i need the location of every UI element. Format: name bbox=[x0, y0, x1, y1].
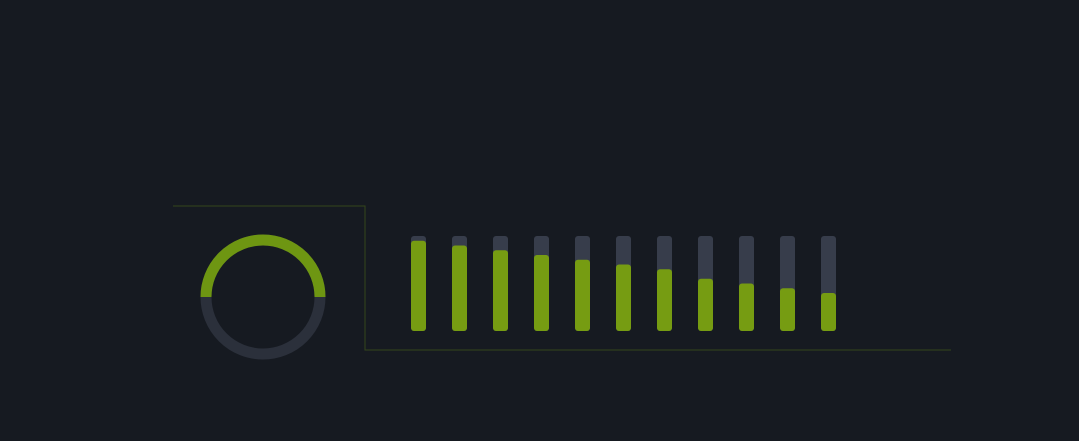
bar bbox=[657, 269, 672, 331]
bar bbox=[411, 240, 426, 331]
bar bbox=[534, 255, 549, 331]
gauge-arc bbox=[200, 234, 326, 298]
frame-line bbox=[173, 205, 951, 351]
bar bbox=[780, 288, 795, 331]
bar bbox=[452, 245, 467, 331]
bar bbox=[739, 283, 754, 331]
bar bbox=[698, 278, 713, 331]
bar bbox=[616, 264, 631, 331]
bar bbox=[575, 259, 590, 331]
gauge bbox=[200, 234, 326, 360]
bar-group bbox=[411, 236, 836, 331]
bar bbox=[821, 293, 836, 331]
bar bbox=[493, 250, 508, 331]
